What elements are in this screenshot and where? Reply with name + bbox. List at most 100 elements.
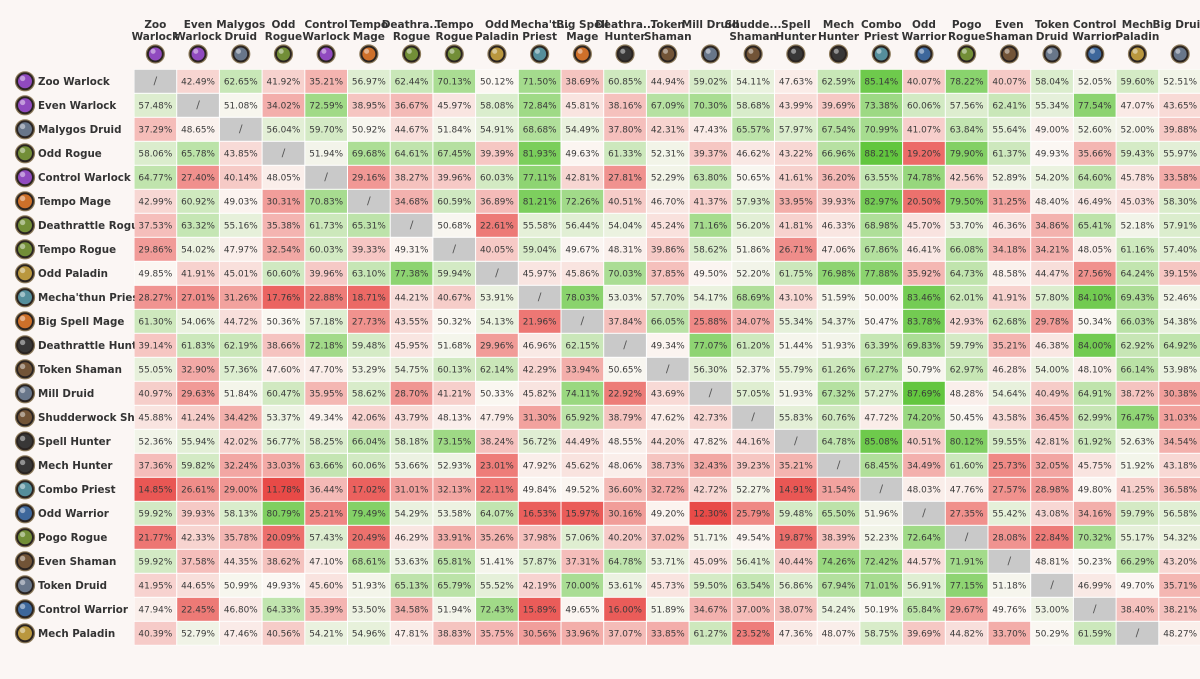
- cell-value: 55.34%: [779, 318, 813, 328]
- matchup-cell: [305, 69, 347, 93]
- column-header-line1: Control: [304, 19, 347, 31]
- matchup-cell: [305, 525, 347, 549]
- matchup-cell: [903, 141, 945, 165]
- cell-value: 38.07%: [779, 606, 813, 616]
- matchup-cell: [689, 621, 732, 645]
- matchup-cell: [262, 69, 305, 93]
- cell-value: 39.37%: [694, 150, 728, 160]
- matchup-cell: [219, 69, 262, 93]
- diagonal-cell: [775, 429, 817, 453]
- matchup-cell: [219, 429, 262, 453]
- row-rogue-icon: [14, 239, 36, 260]
- cell-value: 22.45%: [181, 606, 215, 616]
- cell-value: 48.10%: [1078, 366, 1112, 376]
- cell-value: 51.84%: [224, 390, 258, 400]
- cell-value: 68.61%: [352, 558, 386, 568]
- cell-value: 59.02%: [694, 78, 728, 88]
- matchup-cell: [860, 213, 903, 237]
- matchup-cell: [518, 453, 561, 477]
- matchup-cell: [134, 549, 177, 573]
- matchup-cell: [433, 501, 476, 525]
- cell-value: 47.94%: [138, 606, 172, 616]
- matchup-cell: [476, 213, 518, 237]
- cell-value: 83.78%: [907, 318, 941, 328]
- matchup-cell: [903, 237, 945, 261]
- matchup-cell: [134, 621, 177, 645]
- matchup-cell: [689, 285, 732, 309]
- cell-value: 28.27%: [138, 294, 172, 304]
- cell-value: 36.60%: [608, 486, 642, 496]
- cell-value: 57.80%: [1035, 294, 1069, 304]
- cell-value: 59.50%: [694, 582, 728, 592]
- cell-value: 15.97%: [565, 510, 599, 520]
- cell-value: 32.72%: [651, 486, 685, 496]
- cell-value: 46.41%: [907, 246, 941, 256]
- cell-value: 44.20%: [651, 438, 685, 448]
- cell-value: 59.94%: [437, 270, 471, 280]
- column-priest-icon: [530, 44, 550, 64]
- cell-value: 16.53%: [523, 510, 557, 520]
- matchup-cell: [646, 333, 689, 357]
- matchup-cell: [817, 405, 860, 429]
- cell-value: 38.83%: [437, 630, 471, 640]
- matchup-cell: [988, 597, 1031, 621]
- matchup-cell: [988, 429, 1031, 453]
- matchup-cell: [518, 261, 561, 285]
- matchup-cell: [1159, 141, 1200, 165]
- diagonal-cell: [390, 213, 433, 237]
- cell-value: 25.88%: [694, 318, 728, 328]
- cell-value: 31.26%: [224, 294, 258, 304]
- cell-value: 43.10%: [779, 294, 813, 304]
- matchup-cell: [433, 453, 476, 477]
- matchup-cell: [1073, 261, 1116, 285]
- cell-value: 34.49%: [907, 462, 941, 472]
- matchup-cell: [817, 501, 860, 525]
- matchup-cell: [305, 333, 347, 357]
- matchup-cell: [1159, 189, 1200, 213]
- cell-value: 58.13%: [224, 510, 258, 520]
- cell-value: 42.33%: [181, 534, 215, 544]
- matchup-cell: [134, 525, 177, 549]
- cell-value: 50.12%: [480, 78, 514, 88]
- matchup-cell: [646, 477, 689, 501]
- matchup-cell: [775, 141, 817, 165]
- matchup-cell: [561, 501, 604, 525]
- cell-value: 26.61%: [181, 486, 215, 496]
- cell-value: 85.08%: [864, 438, 898, 448]
- matchup-cell: [219, 165, 262, 189]
- cell-value: 47.06%: [822, 246, 856, 256]
- cell-value: 66.05%: [651, 318, 685, 328]
- cell-value: 47.10%: [309, 558, 343, 568]
- cell-value: 55.17%: [1121, 534, 1155, 544]
- matchup-cell: [732, 573, 774, 597]
- matchup-cell: [219, 621, 262, 645]
- matchup-cell: [1073, 309, 1116, 333]
- cell-value: 44.67%: [395, 126, 429, 136]
- diagonal-cell: [219, 117, 262, 141]
- matchup-cell: [476, 309, 518, 333]
- matchup-cell: [646, 453, 689, 477]
- matchup-cell: [561, 93, 604, 117]
- cell-value: 30.16%: [608, 510, 642, 520]
- matchup-cell: [604, 69, 646, 93]
- cell-value: 39.15%: [1163, 270, 1197, 280]
- matchup-cell: [134, 213, 177, 237]
- matchup-cell: [348, 429, 390, 453]
- matchup-cell: [177, 213, 219, 237]
- cell-value: 76.98%: [822, 270, 856, 280]
- column-header-line2: Warrior: [1072, 31, 1117, 43]
- diagonal-mark: /: [538, 291, 542, 304]
- matchup-cell: [1116, 261, 1159, 285]
- cell-value: 78.03%: [565, 294, 599, 304]
- cell-value: 40.14%: [224, 174, 258, 184]
- matchup-cell: [945, 381, 988, 405]
- matchup-cell: [1031, 237, 1073, 261]
- matchup-cell: [348, 69, 390, 93]
- matchup-cell: [775, 261, 817, 285]
- cell-value: 72.43%: [480, 606, 514, 616]
- matchup-cell: [945, 309, 988, 333]
- cell-value: 41.37%: [694, 198, 728, 208]
- matchup-cell: [177, 357, 219, 381]
- matchup-cell: [646, 189, 689, 213]
- cell-value: 45.88%: [138, 414, 172, 424]
